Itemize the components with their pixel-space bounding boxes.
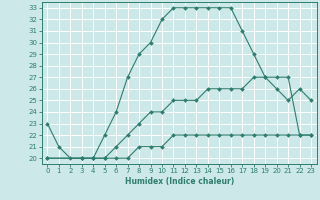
X-axis label: Humidex (Indice chaleur): Humidex (Indice chaleur) (124, 177, 234, 186)
